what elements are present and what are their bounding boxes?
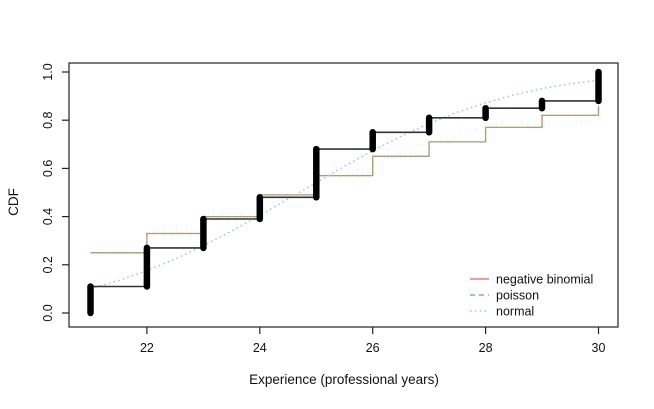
y-tick-label: 0.8 <box>41 111 55 128</box>
normal-curve-line <box>90 79 599 290</box>
y-tick-label: 0.0 <box>41 304 55 321</box>
x-tick-label: 24 <box>253 341 267 355</box>
chart-generated: 22 24 26 28 30 0.0 0.2 0.4 0.6 0.8 1.0 negative bin… <box>41 62 619 355</box>
x-tick-label: 30 <box>592 341 606 355</box>
y-axis-title: CDF <box>6 188 21 216</box>
legend-item-label: poisson <box>496 289 539 303</box>
legend-item-label: negative binomial <box>496 273 593 287</box>
x-tick-label: 28 <box>479 341 493 355</box>
x-axis-title: Experience (professional years) <box>249 372 439 387</box>
x-tick-label: 22 <box>140 341 154 355</box>
y-tick-label: 0.2 <box>41 256 55 273</box>
y-tick-label: 1.0 <box>41 63 55 80</box>
y-tick-label: 0.4 <box>41 208 55 225</box>
legend-item-label: normal <box>496 305 534 319</box>
plot-box <box>68 62 619 328</box>
y-tick-label: 0.6 <box>41 160 55 177</box>
poisson-step-line <box>90 105 600 254</box>
x-tick-label: 26 <box>366 341 380 355</box>
negative-binomial-step-line <box>90 105 600 254</box>
